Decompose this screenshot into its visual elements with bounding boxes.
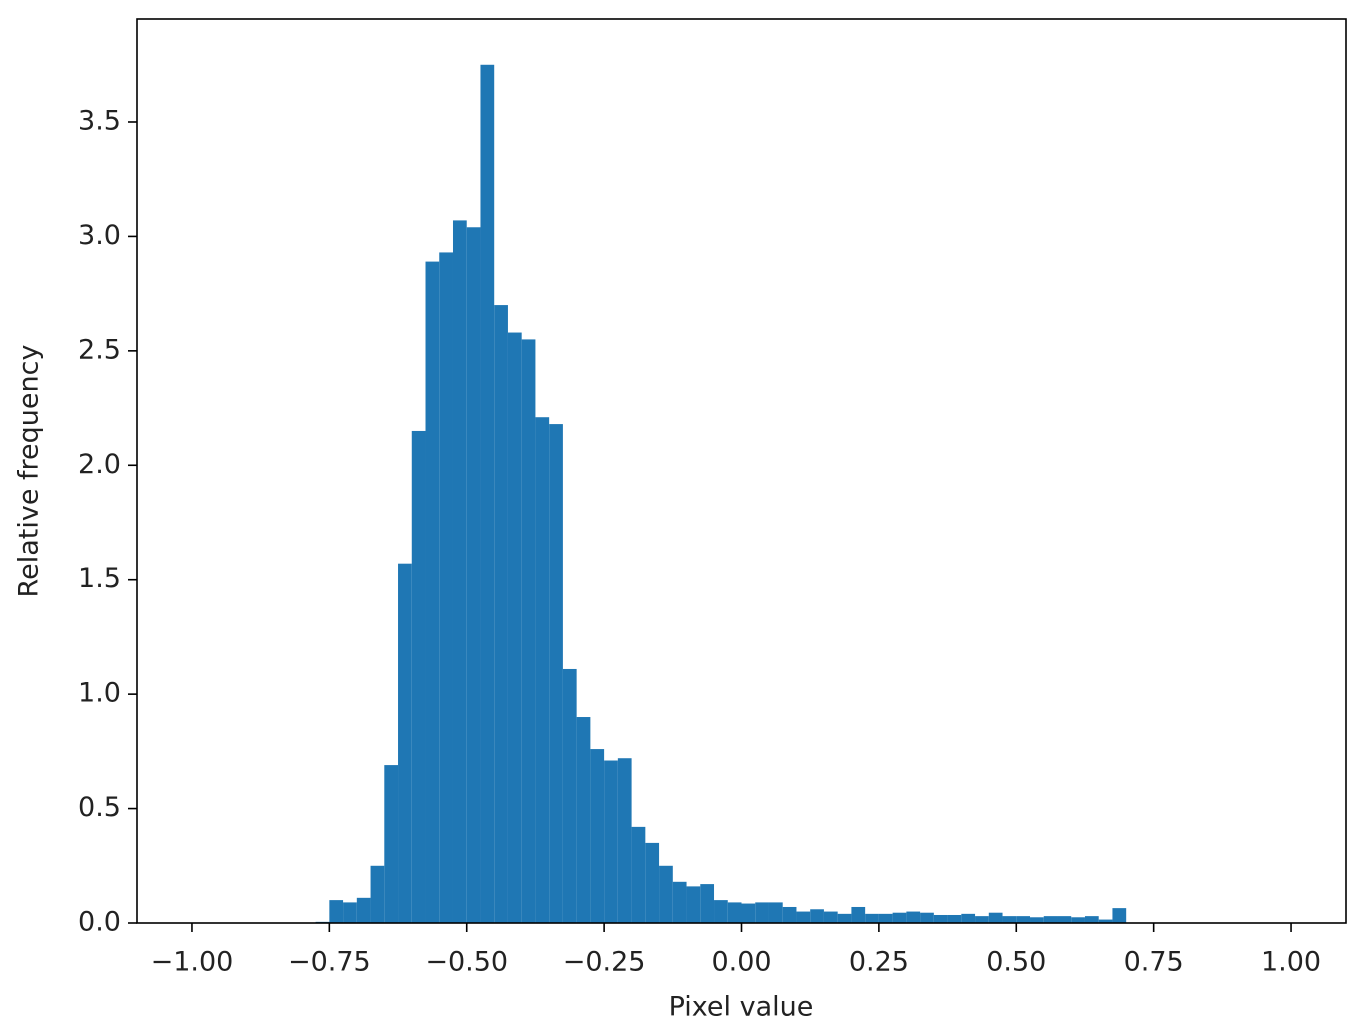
- y-tick-label: 1.0: [78, 678, 121, 709]
- x-tick-label: 0.50: [986, 947, 1046, 978]
- bar: [975, 916, 989, 923]
- y-tick-label: 2.0: [78, 449, 121, 480]
- bar: [659, 865, 673, 923]
- y-tick-label: 3.0: [78, 220, 121, 251]
- bar: [590, 749, 605, 923]
- bar: [823, 911, 838, 923]
- bar: [439, 252, 453, 923]
- bar: [343, 902, 357, 923]
- x-tick-label: 0.75: [1124, 947, 1184, 978]
- bar: [535, 417, 550, 923]
- bar: [837, 913, 852, 923]
- bar: [562, 668, 577, 923]
- bar: [851, 906, 866, 923]
- bar: [356, 897, 371, 923]
- bar: [741, 903, 756, 923]
- bar: [988, 912, 1003, 923]
- bar: [906, 911, 921, 923]
- bar: [1016, 916, 1031, 923]
- bar: [1112, 908, 1127, 923]
- bar: [1084, 916, 1099, 923]
- x-tick-label: −0.50: [425, 947, 508, 978]
- bar: [782, 906, 797, 923]
- bar: [686, 886, 701, 923]
- bar: [768, 902, 783, 923]
- x-tick-label: 0.25: [849, 947, 909, 978]
- x-tick-label: −0.25: [563, 947, 646, 978]
- bar: [398, 563, 412, 923]
- bar: [494, 305, 508, 924]
- bar: [1043, 916, 1058, 923]
- bar: [796, 911, 811, 923]
- bar: [892, 912, 907, 923]
- bar: [631, 826, 646, 923]
- y-axis-title: Relative frequency: [14, 345, 45, 598]
- bar: [452, 220, 467, 923]
- y-tick-label: 1.5: [78, 563, 121, 594]
- bar: [1057, 916, 1072, 923]
- bar: [480, 64, 495, 923]
- y-tick-label: 2.5: [78, 334, 121, 365]
- bar: [1030, 917, 1044, 923]
- bar: [411, 430, 426, 923]
- bar: [384, 765, 399, 923]
- bar: [878, 913, 893, 923]
- bar: [947, 914, 962, 923]
- bar: [329, 900, 344, 923]
- bar: [920, 912, 934, 923]
- y-tick-label: 0.5: [78, 792, 121, 823]
- bar: [755, 902, 769, 923]
- bar: [810, 909, 824, 923]
- bar: [714, 900, 728, 923]
- x-axis-title: Pixel value: [669, 992, 814, 1023]
- bar: [604, 760, 618, 923]
- bar: [370, 865, 385, 923]
- bar: [1002, 916, 1017, 923]
- x-tick-label: 0.00: [711, 947, 771, 978]
- plot-frame: [136, 18, 1347, 924]
- bar: [576, 717, 591, 923]
- bar: [700, 884, 715, 923]
- bar: [645, 842, 660, 923]
- y-tick-label: 3.5: [78, 105, 121, 136]
- bar: [1071, 917, 1085, 923]
- bar: [507, 332, 522, 923]
- bar: [617, 758, 632, 923]
- bar: [1098, 919, 1113, 923]
- bar: [933, 914, 948, 923]
- x-tick-label: 1.00: [1261, 947, 1321, 978]
- bar: [549, 424, 563, 923]
- bar: [961, 913, 976, 923]
- bar: [521, 339, 536, 924]
- x-tick-label: −0.75: [288, 947, 371, 978]
- bar: [466, 227, 481, 923]
- bar: [865, 913, 879, 923]
- x-tick-label: −1.00: [151, 947, 234, 978]
- bar: [672, 881, 687, 923]
- bar: [727, 902, 742, 923]
- y-tick-label: 0.0: [78, 907, 121, 938]
- bar: [425, 261, 440, 923]
